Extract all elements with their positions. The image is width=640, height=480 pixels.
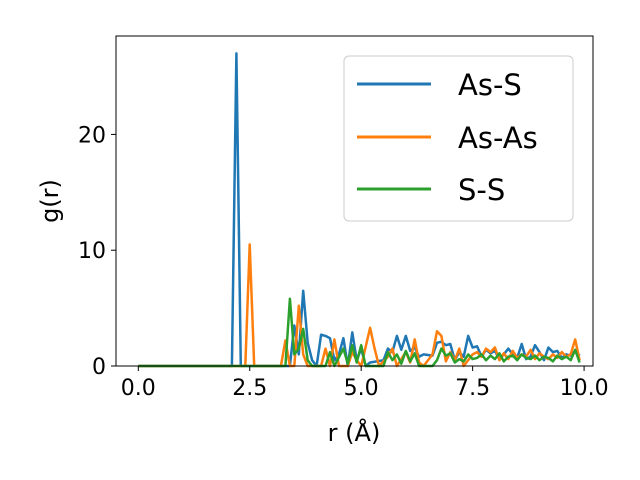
x-tick-label: 5.0 bbox=[344, 376, 379, 401]
x-tick-label: 7.5 bbox=[455, 376, 490, 401]
x-tick-label: 10.0 bbox=[560, 376, 609, 401]
legend-box bbox=[343, 55, 574, 222]
y-tick-label: 0 bbox=[92, 355, 106, 380]
plot-frame bbox=[115, 35, 594, 367]
x-axis-label: r (Å) bbox=[328, 418, 381, 447]
x-tick-label: 0.0 bbox=[121, 376, 156, 401]
y-axis: 0 10 20 bbox=[78, 123, 116, 380]
legend-label-1: As-As bbox=[458, 121, 538, 155]
legend: As-S As-As S-S bbox=[343, 55, 574, 222]
y-axis-label: g(r) bbox=[36, 179, 64, 223]
x-axis: 0.0 2.5 5.0 7.5 10.0 bbox=[121, 366, 609, 401]
x-tick-label: 2.5 bbox=[232, 376, 267, 401]
y-tick-label: 10 bbox=[78, 239, 106, 264]
y-tick-label: 20 bbox=[78, 123, 106, 148]
legend-label-0: As-S bbox=[458, 68, 522, 102]
legend-label-2: S-S bbox=[458, 173, 505, 207]
series-line-2 bbox=[138, 297, 581, 368]
series-line-1 bbox=[138, 243, 581, 368]
